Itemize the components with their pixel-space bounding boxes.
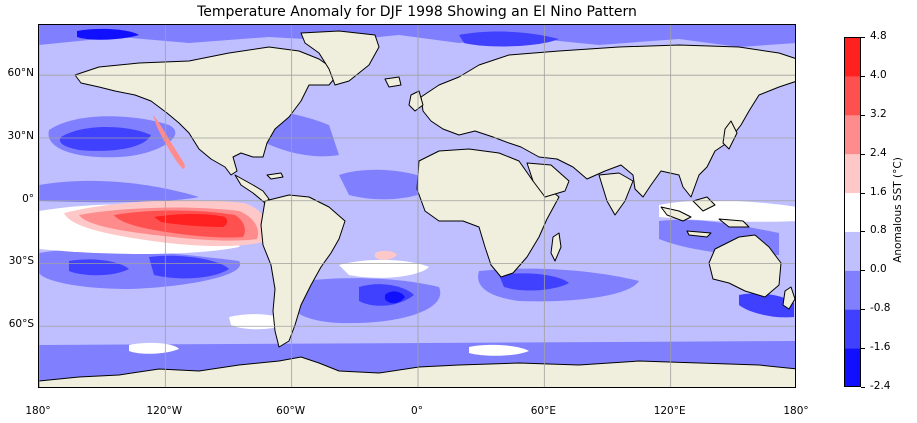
anomaly-deep-blue	[77, 28, 405, 304]
colorbar-segment	[844, 114, 861, 155]
colorbar-frame	[844, 37, 861, 387]
australia	[708, 234, 782, 298]
latitude-label: 60°S	[8, 318, 34, 331]
colorbar-tick-label: 1.6	[870, 185, 887, 198]
colorbar-segment	[844, 309, 861, 349]
colorbar-tick-mark	[861, 270, 865, 272]
el-nino-warm-tongue	[64, 115, 397, 260]
south-america	[260, 194, 346, 348]
longitude-label: 60°E	[530, 405, 556, 417]
colorbar-tick-mark	[861, 75, 865, 77]
colorbar-tick-mark	[861, 37, 865, 38]
colorbar-tick-mark	[861, 192, 865, 194]
graticule	[39, 25, 795, 387]
eurasia	[420, 44, 795, 198]
arabia	[526, 162, 570, 198]
new-zealand	[782, 286, 795, 310]
japan	[722, 120, 738, 150]
colorbar-tick-label: 4.8	[870, 30, 887, 42]
colorbar-tick-label: 4.0	[870, 68, 887, 81]
colorbar-tick-mark	[861, 309, 865, 311]
colorbar-label: Anomalous SST (°C)	[892, 157, 904, 263]
longitude-label: 120°W	[146, 405, 183, 417]
map-title: Temperature Anomaly for DJF 1998 Showing…	[197, 4, 637, 20]
colorbar-segment	[844, 348, 861, 387]
indonesia	[660, 206, 692, 222]
colorbar-tick-mark	[861, 348, 865, 350]
madagascar	[550, 232, 562, 262]
colorbar-tick-label: -0.8	[870, 302, 891, 315]
latitude-label: 30°S	[8, 255, 34, 268]
colorbar-tick-mark	[861, 153, 865, 155]
sst-anomaly-map	[39, 25, 795, 387]
colorbar-tick-mark	[861, 114, 865, 116]
colorbar-segment	[844, 153, 861, 194]
colorbar-tick-mark	[861, 387, 865, 388]
land-masses	[39, 30, 795, 387]
antarctica	[39, 356, 795, 387]
colorbar-segment	[844, 231, 861, 271]
iceland	[384, 76, 402, 88]
latitude-label: 60°N	[7, 67, 34, 80]
map-plot-area	[38, 24, 796, 388]
colorbar-tick-label: 0.0	[870, 263, 887, 276]
latitude-label: 0°	[22, 192, 34, 205]
colorbar-tick-label: -2.4	[870, 380, 891, 392]
colorbar-tick-label: 3.2	[870, 107, 887, 120]
greenland	[300, 30, 380, 86]
colorbar-tick-label: 0.8	[870, 224, 887, 237]
colorbar-tick-mark	[861, 231, 865, 233]
north-america	[74, 46, 340, 176]
colorbar-segment	[844, 270, 861, 310]
longitude-label: 60°W	[276, 405, 306, 417]
colorbar-tick-label: 2.4	[870, 146, 887, 159]
longitude-label: 180°	[783, 405, 809, 417]
colorbar-segment	[844, 75, 861, 116]
longitude-label: 120°E	[653, 405, 686, 417]
colorbar-segment	[844, 37, 861, 77]
africa	[416, 148, 560, 278]
longitude-label: 180°	[25, 405, 51, 417]
colorbar-tick-label: -1.6	[870, 341, 891, 354]
colorbar	[844, 37, 861, 387]
latitude-label: 30°N	[7, 129, 34, 142]
longitude-label: 0°	[411, 405, 423, 417]
colorbar-segment	[844, 192, 861, 232]
